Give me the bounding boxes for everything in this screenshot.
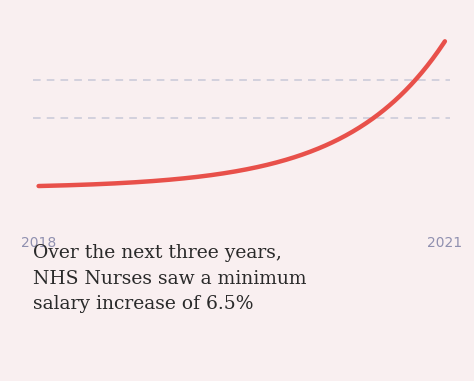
Text: Over the next three years,
NHS Nurses saw a minimum
salary increase of 6.5%: Over the next three years, NHS Nurses sa… [33,244,307,313]
